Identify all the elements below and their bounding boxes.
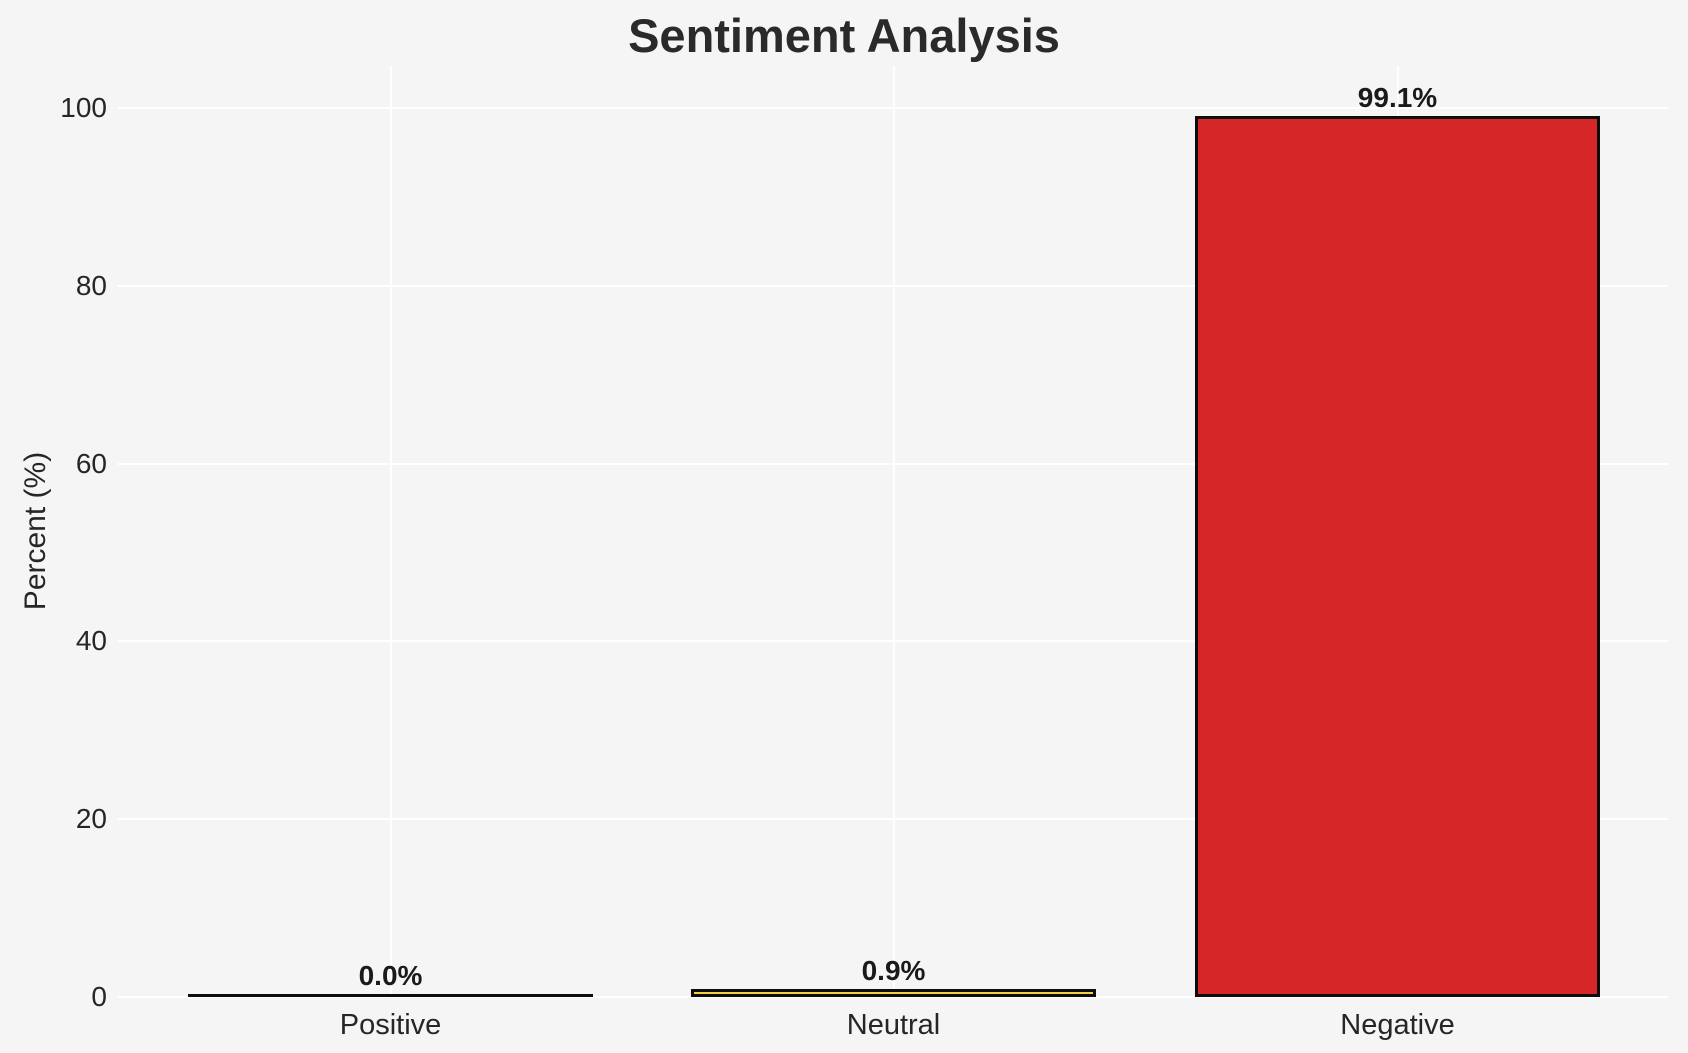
y-tick-label: 100	[60, 92, 107, 123]
x-gridline-positive	[389, 66, 392, 997]
bar-neutral	[691, 989, 1096, 997]
y-tick-label: 0	[91, 981, 107, 1012]
value-label-positive: 0.0%	[358, 960, 423, 991]
y-tick-label: 40	[75, 625, 107, 657]
y-tick-label: 60	[75, 447, 107, 479]
bar-positive	[188, 994, 593, 997]
x-tick-label-neutral: Neutral	[846, 1009, 941, 1041]
x-gridline-neutral	[892, 66, 895, 997]
bar-negative	[1195, 116, 1600, 997]
y-gridline-0	[118, 996, 1668, 998]
y-tick-label: 20	[75, 803, 107, 835]
y-tick-label: 80	[75, 269, 107, 301]
chart-title: Sentiment Analysis	[628, 9, 1060, 62]
value-label-negative: 99.1%	[1357, 82, 1438, 113]
x-tick-label-negative: Negative	[1340, 1009, 1455, 1041]
value-label-neutral: 0.9%	[861, 955, 926, 986]
x-tick-label-positive: Positive	[339, 1009, 442, 1041]
